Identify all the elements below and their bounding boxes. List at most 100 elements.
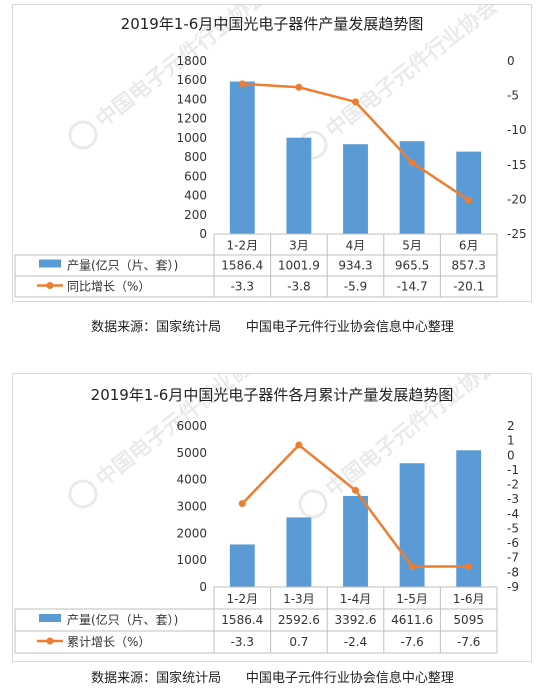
chart-1-left-tick-label: 400 [184, 189, 207, 203]
chart-2-bar-value-label: 4611.6 [391, 613, 433, 627]
chart-2-right-tick-label: -2 [507, 478, 519, 492]
chart-2-bar [343, 495, 368, 587]
chart-1-right-tick-label: -25 [507, 227, 527, 241]
chart-2-right-tick-label: 1 [507, 434, 515, 448]
chart-2-right-tick-label: -3 [507, 492, 519, 506]
chart-1-legend-bar-label: 产量(亿只（片、套）) [67, 258, 178, 273]
chart-1-left-tick-label: 0 [199, 227, 207, 241]
chart-2-svg: 中国电子元件行业协会 中国电子元件行业协会2019年1-6月中国光电子器件各月累计… [14, 374, 519, 654]
chart-1-left-tick-label: 200 [184, 208, 207, 222]
chart-1-left-tick-label: 1600 [176, 73, 207, 87]
chart-1-title: 2019年1-6月中国光电子器件产量发展趋势图 [121, 15, 424, 33]
chart-1-bar [286, 137, 312, 234]
chart-2-legend-bar-swatch [39, 614, 61, 622]
chart-2-line-value-label: -2.4 [344, 635, 367, 649]
chart-1-bar-value-label: 965.5 [395, 259, 429, 273]
chart-2-line-point [352, 486, 359, 494]
chart-2-left-tick-label: 0 [199, 580, 207, 594]
chart-2-left-tick-label: 3000 [176, 500, 207, 514]
chart-1-bar [399, 141, 425, 234]
chart-1-category-label: 1-2月 [226, 239, 258, 253]
chart-2-line-point [295, 441, 303, 449]
chart-1-line-point [238, 80, 246, 88]
chart-2-left-tick-label: 4000 [176, 473, 207, 487]
chart-1-right-tick-label: -15 [507, 158, 527, 172]
chart-1-source-note: 数据来源：国家统计局 中国电子元件行业协会信息中心整理 [91, 320, 454, 335]
chart-1-right-tick-label: 0 [507, 54, 515, 68]
chart-2-line-value-label: -7.6 [457, 635, 480, 649]
chart-2-line-point [465, 563, 473, 571]
chart-1-bar [456, 151, 482, 234]
chart-1-legend-line-marker [46, 282, 54, 289]
chart-1-line-point [295, 83, 303, 91]
chart-1-right-tick-label: -10 [507, 123, 527, 137]
chart-1-left-tick-label: 1200 [176, 112, 207, 126]
chart-2-legend-line-marker [46, 637, 54, 645]
chart-1-left-tick-label: 600 [184, 169, 207, 183]
chart-2-legend-bar-label: 产量(亿只（片、套）) [67, 612, 178, 627]
chart-2-right-tick-label: -8 [507, 565, 519, 579]
chart-1-category-label: 3月 [289, 239, 309, 253]
chart-2-line-point [408, 563, 416, 571]
chart-1-line-point [352, 98, 359, 106]
watermark-logo-icon [68, 120, 98, 150]
chart-2-left-tick-label: 2000 [176, 526, 207, 540]
chart-1-line-value-label: -5.9 [344, 280, 367, 294]
chart-2-category-label: 1-3月 [283, 592, 315, 606]
watermark-logo-icon [68, 479, 98, 509]
chart-1-bar [229, 81, 255, 235]
chart-1-category-label: 4月 [346, 239, 366, 253]
chart-1-right-tick-label: -5 [507, 89, 519, 103]
chart-2-bar-value-label: 5095 [453, 613, 484, 627]
chart-2-line-value-label: -3.3 [231, 635, 254, 649]
chart-1-legend-line-label: 同比增长（%） [67, 280, 150, 294]
chart-2-category-label: 1-5月 [396, 592, 428, 606]
chart-2-bar [286, 517, 312, 587]
chart-1-bar-value-label: 934.3 [338, 259, 372, 273]
chart-1-category-label: 5月 [402, 239, 422, 253]
chart-2-left-tick-label: 6000 [176, 419, 207, 433]
chart-1-svg: 中国电子元件行业协会 中国电子元件行业协会2019年1-6月中国光电子器件产量发展… [14, 5, 527, 298]
chart-2-container: 中国电子元件行业协会 中国电子元件行业协会 2019年1-6月中国光电子器件各月累计… [12, 373, 532, 662]
chart-2-category-label: 1-6月 [453, 592, 485, 606]
chart-2-left-tick-label: 5000 [176, 446, 207, 460]
chart-1-line-point [465, 196, 473, 204]
chart-1-bar-value-label: 857.3 [452, 259, 486, 273]
chart-2-line-value-label: 0.7 [289, 635, 308, 649]
chart-2-bar-value-label: 3392.6 [335, 613, 377, 627]
chart-2-source-note: 数据来源：国家统计局 中国电子元件行业协会信息中心整理 [91, 671, 454, 686]
chart-2-right-tick-label: -9 [507, 580, 519, 594]
chart-1-legend-bar-swatch [39, 259, 61, 268]
chart-1-left-tick-label: 1400 [176, 92, 207, 106]
chart-1-left-tick-label: 1000 [176, 131, 207, 145]
chart-2-category-label: 1-4月 [340, 592, 372, 606]
chart-1-bar-value-label: 1001.9 [278, 259, 320, 273]
chart-2-bar-value-label: 2592.6 [278, 613, 320, 627]
chart-1-left-tick-label: 1800 [176, 54, 207, 68]
chart-1-container: 中国电子元件行业协会 中国电子元件行业协会 2019年1-6月中国光电子器件产量发展… [12, 4, 532, 302]
chart-1-line-value-label: -3.3 [231, 280, 254, 294]
chart-2-right-tick-label: -7 [507, 551, 519, 565]
chart-1-line-value-label: -14.7 [397, 280, 428, 294]
chart-1-bar [343, 144, 368, 234]
chart-1-line-value-label: -3.8 [287, 280, 310, 294]
chart-2-left-tick-label: 1000 [176, 553, 207, 567]
chart-1-left-tick-label: 800 [184, 150, 207, 164]
chart-2-right-tick-label: 2 [507, 419, 515, 433]
chart-1-line-value-label: -20.1 [453, 280, 484, 294]
chart-1-line-point [408, 159, 416, 167]
chart-2-right-tick-label: -6 [507, 536, 519, 550]
chart-2-line-point [238, 500, 246, 508]
chart-2-category-label: 1-2月 [226, 592, 258, 606]
chart-2-right-tick-label: -4 [507, 507, 519, 521]
chart-2-legend-line-label: 累计增长（%） [67, 635, 150, 649]
chart-2-line-value-label: -7.6 [400, 635, 423, 649]
chart-2-right-tick-label: -5 [507, 521, 519, 535]
chart-2-bar [229, 544, 255, 587]
chart-1-right-tick-label: -20 [507, 192, 527, 206]
chart-2-right-tick-label: -1 [507, 463, 519, 477]
chart-2-right-tick-label: 0 [507, 448, 515, 462]
chart-2-title: 2019年1-6月中国光电子器件各月累计产量发展趋势图 [91, 386, 454, 404]
chart-1-category-label: 6月 [459, 239, 479, 253]
chart-1-bar-value-label: 1586.4 [221, 259, 263, 273]
